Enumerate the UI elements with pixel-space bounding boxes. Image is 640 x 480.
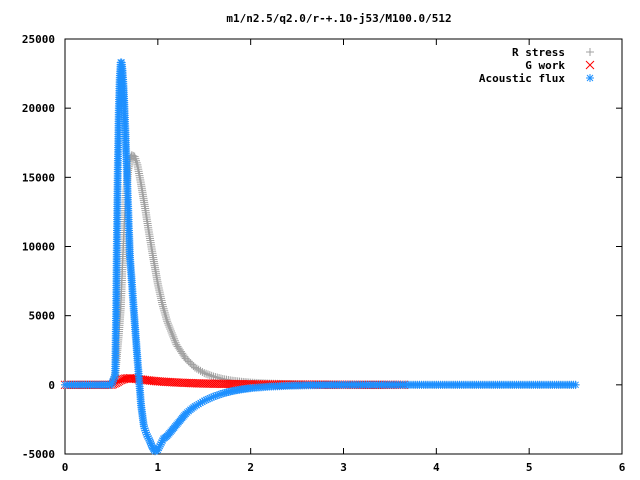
x-tick-label: 3 [340,461,347,474]
data-point-r-stress [130,152,139,161]
data-point-r-stress [164,321,173,330]
data-point-g-work [227,379,237,389]
data-point-g-work [225,379,235,389]
data-point-r-stress [159,304,168,313]
data-point-r-stress [159,302,168,311]
data-point-g-work [211,379,220,389]
data-point-r-stress [161,313,170,322]
data-point-r-stress [158,300,167,309]
legend-label-acoustic-flux: Acoustic flux [479,72,565,85]
data-point-r-stress [131,154,140,163]
data-point-g-work [194,379,204,388]
data-point-g-work [215,379,225,389]
legend-marker-g-work [585,60,595,70]
y-axis: -5000 0 5000 10000 15000 20000 25000 [22,33,622,461]
data-point-g-work [202,379,212,388]
data-point-r-stress [198,367,207,376]
legend-marker-acoustic-flux [586,74,594,82]
chart-title: m1/n2.5/q2.0/r-+.10-j53/M100.0/512 [226,12,451,25]
data-point-r-stress [163,317,172,326]
data-point-g-work [207,379,216,389]
data-point-g-work [209,379,218,389]
x-tick-label: 0 [62,461,69,474]
data-point-r-stress [168,330,177,339]
data-point-r-stress [132,158,141,167]
data-point-r-stress [163,319,172,328]
y-tick-label: 5000 [29,310,56,323]
data-point-r-stress [162,315,171,324]
data-point-acoustic-flux [571,380,580,389]
data-point-r-stress [160,306,169,315]
data-point-r-stress [202,369,211,378]
legend-marker-r-stress [586,48,594,56]
data-point-r-stress [170,334,179,343]
x-tick-label: 2 [247,461,254,474]
y-tick-label: 20000 [22,102,55,115]
data-point-g-work [217,379,227,389]
data-point-r-stress [161,310,170,319]
data-point-r-stress [165,323,174,332]
data-point-r-stress [166,325,175,334]
data-point-g-work [223,379,233,389]
x-tick-label: 1 [155,461,162,474]
x-tick-label: 5 [526,461,533,474]
legend-label-g-work: G work [525,59,565,72]
data-point-r-stress [169,332,178,341]
data-point-r-stress [203,370,212,379]
legend-label-r-stress: R stress [512,46,565,59]
data-point-g-work [198,379,208,388]
series-acoustic-flux [61,58,580,456]
x-axis: 0 1 2 3 4 5 6 [62,39,626,474]
data-point-g-work [200,379,210,388]
y-tick-label: 25000 [22,33,55,46]
data-point-r-stress [132,156,141,165]
y-tick-label: 10000 [22,241,55,254]
data-point-r-stress [171,338,180,347]
x-tick-label: 4 [433,461,440,474]
series-layer [60,58,580,456]
data-point-g-work [213,379,223,389]
data-point-r-stress [166,326,175,335]
data-point-r-stress [170,336,179,345]
data-point-r-stress [200,369,209,378]
data-point-g-work [205,379,214,388]
x-tick-label: 6 [619,461,626,474]
data-point-g-work [190,378,200,388]
data-point-g-work [196,379,206,388]
data-point-r-stress [167,328,176,337]
data-point-g-work [192,379,202,388]
data-point-g-work [221,379,231,389]
y-tick-label: -5000 [22,448,55,461]
data-point-g-work [219,379,229,389]
y-tick-label: 0 [48,379,55,392]
data-point-r-stress [207,371,216,380]
data-point-r-stress [194,365,203,374]
data-point-r-stress [160,308,169,317]
y-tick-label: 15000 [22,171,55,184]
data-point-r-stress [205,371,214,380]
